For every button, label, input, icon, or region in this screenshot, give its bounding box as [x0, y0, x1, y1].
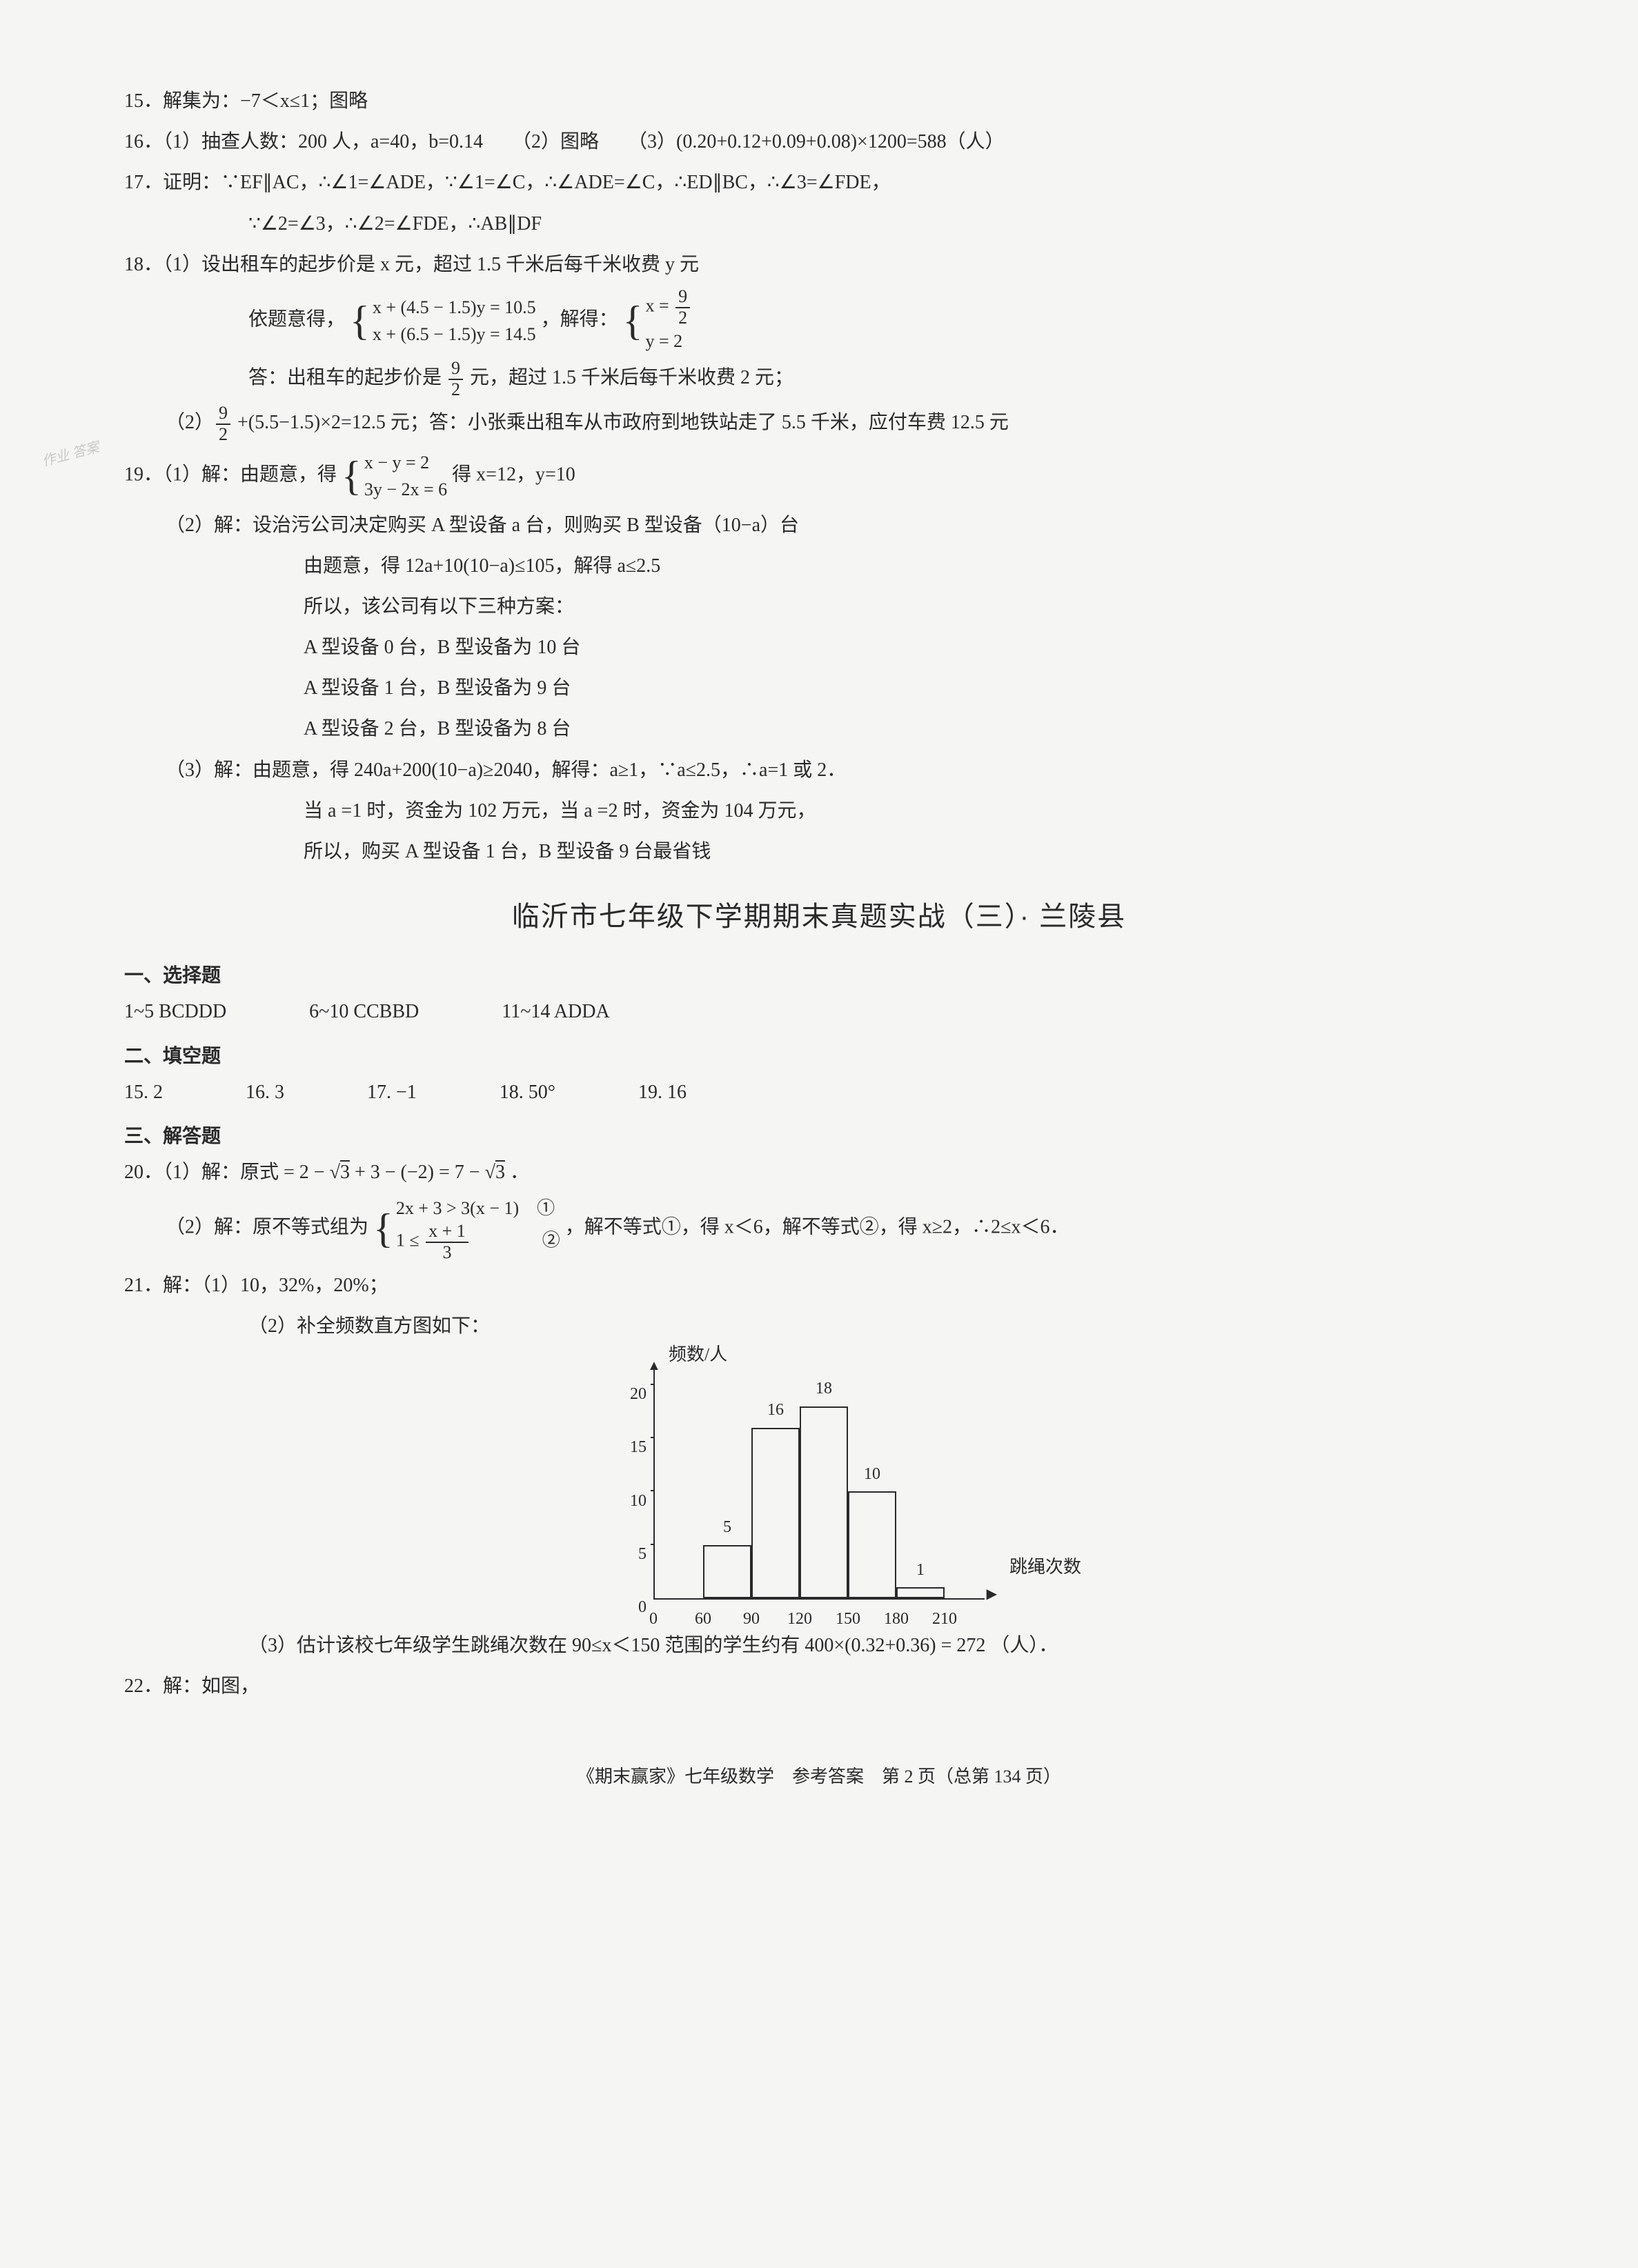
den: 2 — [675, 308, 690, 328]
category-fill: 二、填空题 — [124, 1037, 1514, 1074]
num: 9 — [448, 359, 463, 380]
section-title: 临沂市七年级下学期期末真题实战（三）· 兰陵县 — [124, 891, 1514, 943]
eq-b: 3y − 2x = 6 — [364, 476, 447, 503]
mc1: 1~5 BCDDD — [124, 993, 226, 1030]
text: 答：出租车的起步价是 — [248, 367, 446, 388]
q21-part2: （2）补全频数直方图如下： — [124, 1308, 1514, 1344]
ineq-a: 2x + 3 > 3(x − 1) ① — [396, 1195, 560, 1222]
equation-system: { x − y = 2 3y − 2x = 6 — [342, 449, 447, 503]
q18-answer: 答：出租车的起步价是 92 元，超过 1.5 千米后每千米收费 2 元； — [124, 359, 1514, 399]
q19-3b: 当 a =1 时，资金为 102 万元，当 a =2 时，资金为 104 万元， — [124, 793, 1514, 829]
histogram-bar: 5 — [703, 1545, 751, 1598]
text: 1 ≤ — [396, 1231, 424, 1251]
q21-part1: 21．解：（1）10，32%，20%； — [124, 1267, 1514, 1304]
bar-label: 1 — [916, 1555, 925, 1589]
q18-part2: （2）92 +(5.5−1.5)×2=12.5 元；答：小张乘出租车从市政府到地… — [124, 404, 1514, 444]
bar-label: 10 — [864, 1459, 880, 1493]
fb19: 19. 16 — [638, 1074, 687, 1111]
text: 元，超过 1.5 千米后每千米收费 2 元； — [465, 367, 793, 388]
num: x + 1 — [426, 1222, 468, 1243]
page-footer: 《期末赢家》七年级数学 参考答案 第 2 页（总第 134 页） — [124, 1760, 1514, 1793]
inequality-system: { 2x + 3 > 3(x − 1) ① 1 ≤ x + 13 ② — [373, 1195, 560, 1262]
x-tick: 210 — [932, 1598, 957, 1635]
den: 2 — [216, 425, 230, 445]
x-tick: 60 — [695, 1598, 711, 1635]
fill-answers: 15. 2 16. 3 17. −1 18. 50° 19. 16 — [124, 1074, 1514, 1111]
text: 依题意得， — [248, 308, 345, 330]
q16: 16．（1）抽查人数：200 人，a=40，b=0.14 （2）图略 （3）(0… — [124, 123, 1514, 160]
text: （2）解：原不等式组为 — [166, 1217, 368, 1238]
den: 2 — [448, 380, 463, 400]
q19-2f: A 型设备 2 台，B 型设备为 8 台 — [124, 710, 1514, 747]
den: 3 — [440, 1243, 454, 1263]
mc2: 6~10 CCBBD — [309, 993, 419, 1030]
histogram-bar: 16 — [751, 1428, 800, 1598]
q17-line2: ∵∠2=∠3，∴∠2=∠FDE，∴AB∥DF — [124, 206, 1514, 242]
x-axis-label: 跳绳次数 — [1009, 1550, 1081, 1584]
q19-3c: 所以，购买 A 型设备 1 台，B 型设备 9 台最省钱 — [124, 833, 1514, 870]
histogram-bar: 1 — [896, 1587, 945, 1598]
text: ． — [505, 1162, 529, 1183]
q19-2c: 所以，该公司有以下三种方案： — [124, 588, 1514, 625]
q19-2a: （2）解：设治污公司决定购买 A 型设备 a 台，则购买 B 型设备（10−a）… — [124, 507, 1514, 544]
sqrt: 3 — [340, 1162, 350, 1183]
category-solve: 三、解答题 — [124, 1117, 1514, 1154]
x-tick: 120 — [787, 1598, 812, 1635]
histogram-bar: 18 — [800, 1406, 848, 1598]
solution-system: { x = 92 y = 2 — [623, 287, 692, 355]
q21-part3: （3）估计该校七年级学生跳绳次数在 90≤x＜150 范围的学生约有 400×(… — [124, 1627, 1514, 1664]
eq-a: x − y = 2 — [364, 449, 447, 476]
q15: 15．解集为：−7＜x≤1；图略 — [124, 83, 1514, 119]
text: ，解不等式①，得 x＜6，解不等式②，得 x≥2，∴2≤x＜6． — [565, 1217, 1069, 1238]
text: （2） — [166, 412, 214, 433]
histogram-bar: 10 — [848, 1491, 896, 1598]
bar-label: 18 — [816, 1373, 832, 1408]
text: x = — [645, 296, 673, 316]
q18-part1: 18．（1）设出租车的起步价是 x 元，超过 1.5 千米后每千米收费 y 元 — [124, 246, 1514, 283]
q19-part1: 19．（1）解：由题意，得 { x − y = 2 3y − 2x = 6 得 … — [124, 449, 1514, 503]
y-axis-label: 频数/人 — [669, 1337, 727, 1371]
text: 得 x=12，y=10 — [452, 464, 575, 485]
histogram-chart: 频数/人▲跳绳次数▶051015206090120150180210051618… — [124, 1365, 1514, 1600]
bar-label: 16 — [767, 1395, 784, 1429]
mc3: 11~14 ADDA — [502, 993, 609, 1030]
mc-answers: 1~5 BCDDD 6~10 CCBBD 11~14 ADDA — [124, 993, 1514, 1030]
fb15: 15. 2 — [124, 1074, 163, 1111]
sol-b: y = 2 — [645, 328, 692, 355]
eq-b: x + (6.5 − 1.5)y = 14.5 — [373, 321, 536, 348]
x-tick: 180 — [884, 1598, 909, 1635]
q17-line1: 17．证明：∵EF∥AC，∴∠1=∠ADE，∵∠1=∠C，∴∠ADE=∠C，∴E… — [124, 164, 1514, 201]
eq-a: x + (4.5 − 1.5)y = 10.5 — [373, 294, 536, 321]
num: 9 — [216, 404, 230, 425]
watermark: 作业 答案 — [39, 435, 103, 475]
q19-2b: 由题意，得 12a+10(10−a)≤105，解得 a≤2.5 — [124, 548, 1514, 584]
sqrt: 3 — [495, 1162, 505, 1183]
q19-2e: A 型设备 1 台，B 型设备为 9 台 — [124, 670, 1514, 706]
x-tick: 90 — [743, 1598, 760, 1635]
fb18: 18. 50° — [500, 1074, 555, 1111]
x-tick: 150 — [836, 1598, 860, 1635]
text: + 3 − (−2) = 7 − — [350, 1162, 485, 1183]
fb17: 17. −1 — [367, 1074, 417, 1111]
q18-equation: 依题意得， { x + (4.5 − 1.5)y = 10.5 x + (6.5… — [124, 287, 1514, 355]
q20-part2: （2）解：原不等式组为 { 2x + 3 > 3(x − 1) ① 1 ≤ x … — [124, 1195, 1514, 1262]
num: 9 — [675, 287, 690, 308]
category-choice: 一、选择题 — [124, 957, 1514, 993]
text: ，解得： — [541, 308, 618, 330]
q19-3a: （3）解：由题意，得 240a+200(10−a)≥2040，解得：a≥1，∵a… — [124, 752, 1514, 788]
text: 20．（1）解：原式 = 2 − — [124, 1162, 330, 1183]
bar-label: 5 — [723, 1512, 731, 1546]
text: ② — [471, 1231, 560, 1251]
equation-system: { x + (4.5 − 1.5)y = 10.5 x + (6.5 − 1.5… — [350, 294, 536, 348]
q22: 22．解：如图， — [124, 1668, 1514, 1704]
q20-part1: 20．（1）解：原式 = 2 − √3 + 3 − (−2) = 7 − √3 … — [124, 1154, 1514, 1191]
text: +(5.5−1.5)×2=12.5 元；答：小张乘出租车从市政府到地铁站走了 5… — [233, 412, 1009, 433]
q19-2d: A 型设备 0 台，B 型设备为 10 台 — [124, 629, 1514, 666]
fb16: 16. 3 — [246, 1074, 284, 1111]
text: 19．（1）解：由题意，得 — [124, 464, 337, 485]
